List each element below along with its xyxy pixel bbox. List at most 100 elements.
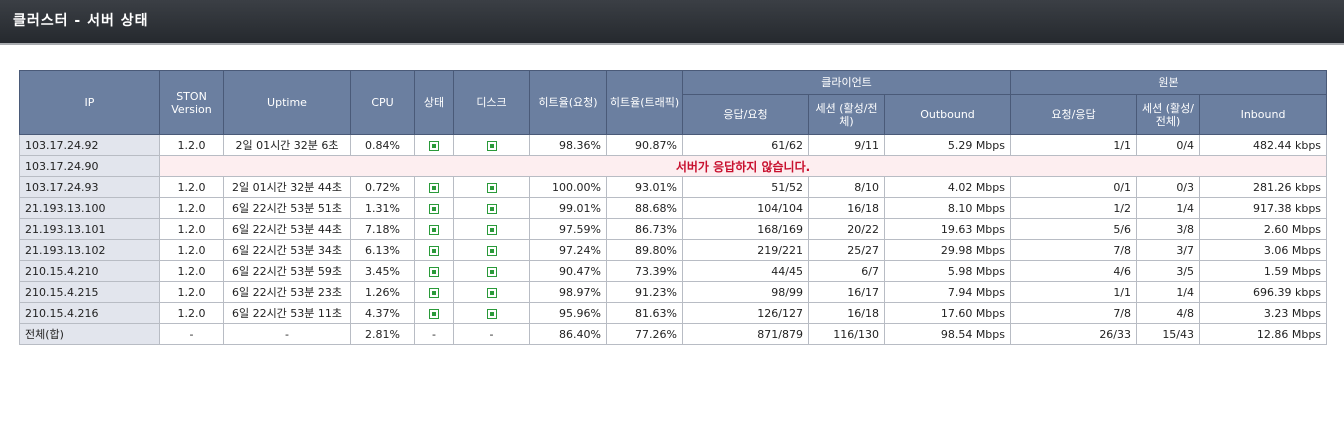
cell-hit-req: 100.00% xyxy=(529,176,607,198)
disk-ok-icon xyxy=(486,182,497,193)
cell-client-outbound: 8.10 Mbps xyxy=(883,197,1012,219)
cell-client-resp: 126/127 xyxy=(682,302,809,324)
cell-client-session: 16/18 xyxy=(808,197,885,219)
col-header-client-session: 세션 (활성/전체) xyxy=(808,94,885,135)
cell-origin-inbound: 3.06 Mbps xyxy=(1199,239,1328,261)
cell-uptime: 6일 22시간 53분 34초 xyxy=(223,239,351,261)
cell-uptime: 6일 22시간 53분 23초 xyxy=(223,281,351,303)
cell-origin-inbound: 917.38 kbps xyxy=(1199,197,1328,219)
col-header-version: STON Version xyxy=(159,70,224,135)
cell-status xyxy=(414,281,454,303)
disk-ok-icon xyxy=(486,140,497,151)
cell-hit-traffic: 81.63% xyxy=(606,302,683,324)
cell-hit-traffic: 91.23% xyxy=(606,281,683,303)
cell-version: 1.2.0 xyxy=(159,197,224,219)
cell-cpu: 3.45% xyxy=(350,260,415,282)
cell-status xyxy=(414,197,454,219)
cell-client-session: 16/18 xyxy=(808,302,885,324)
cell-cpu: 0.72% xyxy=(350,176,415,198)
cell-client-session: 6/7 xyxy=(808,260,885,282)
cell-client-outbound: 98.54 Mbps xyxy=(883,323,1012,345)
server-status-table: IP STON Version Uptime CPU 상태 디스크 히트율(요청… xyxy=(19,70,1328,345)
cell-version: 1.2.0 xyxy=(159,134,224,156)
cell-cpu: 6.13% xyxy=(350,239,415,261)
cell-version: 1.2.0 xyxy=(159,239,224,261)
cell-origin-req: 5/6 xyxy=(1010,218,1138,240)
cell-client-outbound: 5.98 Mbps xyxy=(883,260,1012,282)
cell-cpu: 1.31% xyxy=(350,197,415,219)
table-row: 210.15.4.210 1.2.0 6일 22시간 53분 59초 3.45% 90.… xyxy=(19,260,1328,282)
cell-ip: 21.193.13.101 xyxy=(19,218,160,240)
cell-hit-req: 99.01% xyxy=(529,197,607,219)
cell-origin-req: 7/8 xyxy=(1010,302,1138,324)
cell-ip: 103.17.24.92 xyxy=(19,134,160,156)
cell-ip: 210.15.4.216 xyxy=(19,302,160,324)
cell-origin-session: 4/8 xyxy=(1136,302,1201,324)
cell-uptime: 6일 22시간 53분 51초 xyxy=(223,197,351,219)
cell-disk xyxy=(453,302,530,324)
disk-ok-icon xyxy=(486,266,497,277)
cell-client-resp: 104/104 xyxy=(682,197,809,219)
cell-ip: 210.15.4.210 xyxy=(19,260,160,282)
status-ok-icon xyxy=(429,245,439,256)
col-header-ip: IP xyxy=(19,70,160,135)
col-group-origin: 원본 xyxy=(1010,70,1328,95)
cell-client-outbound: 17.60 Mbps xyxy=(883,302,1012,324)
col-group-client: 클라이언트 xyxy=(681,70,1012,95)
table-row: 210.15.4.215 1.2.0 6일 22시간 53분 23초 1.26% 98.… xyxy=(19,281,1328,303)
cell-origin-req: 1/1 xyxy=(1010,281,1138,303)
cell-origin-inbound: 3.23 Mbps xyxy=(1199,302,1328,324)
cell-client-resp: 168/169 xyxy=(682,218,809,240)
cell-ip: 103.17.24.93 xyxy=(19,176,160,198)
cell-hit-traffic: 86.73% xyxy=(606,218,683,240)
server-status-panel: IP STON Version Uptime CPU 상태 디스크 히트율(요청… xyxy=(19,70,1328,345)
cell-hit-req: 97.24% xyxy=(529,239,607,261)
status-ok-icon xyxy=(429,203,439,214)
cell-origin-session: 3/8 xyxy=(1136,218,1201,240)
table-row: 103.17.24.92 1.2.0 2일 01시간 32분 6초 0.84% 98.3… xyxy=(19,134,1328,156)
table-row: 전체(합) - -2.81% - -86.40% 77.26% 871/879 116/130… xyxy=(19,323,1328,345)
cell-origin-inbound: 281.26 kbps xyxy=(1199,176,1328,198)
cell-disk xyxy=(453,176,530,198)
cell-client-session: 16/17 xyxy=(808,281,885,303)
col-header-uptime: Uptime xyxy=(223,70,351,135)
cell-client-session: 116/130 xyxy=(808,323,885,345)
cell-origin-session: 3/5 xyxy=(1136,260,1201,282)
col-header-client-resp: 응답/요청 xyxy=(682,94,809,135)
cell-status xyxy=(414,176,454,198)
cell-client-outbound: 7.94 Mbps xyxy=(883,281,1012,303)
table-row: 210.15.4.216 1.2.0 6일 22시간 53분 11초 4.37% 95.… xyxy=(19,302,1328,324)
cell-disk xyxy=(453,260,530,282)
cell-client-session: 8/10 xyxy=(808,176,885,198)
cell-uptime: 2일 01시간 32분 44초 xyxy=(223,176,351,198)
col-header-cpu: CPU xyxy=(350,70,415,135)
page-title: 클러스터 - 서버 상태 xyxy=(0,0,1344,45)
cell-status xyxy=(414,239,454,261)
server-error-message: 서버가 응답하지 않습니다. xyxy=(158,155,1328,177)
cell-version: 1.2.0 xyxy=(159,302,224,324)
cell-ip: 21.193.13.100 xyxy=(19,197,160,219)
cell-origin-session: 3/7 xyxy=(1136,239,1201,261)
cell-client-resp: 61/62 xyxy=(682,134,809,156)
cell-cpu: 4.37% xyxy=(350,302,415,324)
cell-disk xyxy=(453,218,530,240)
col-header-disk: 디스크 xyxy=(453,70,530,135)
cell-hit-traffic: 93.01% xyxy=(606,176,683,198)
cell-client-session: 9/11 xyxy=(808,134,885,156)
table-row: 103.17.24.93 1.2.0 2일 01시간 32분 44초 0.72% 100… xyxy=(19,176,1328,198)
col-header-origin-session: 세션 (활성/전체) xyxy=(1136,94,1201,135)
cell-origin-session: 15/43 xyxy=(1136,323,1201,345)
cell-hit-traffic: 77.26% xyxy=(606,323,683,345)
cell-disk xyxy=(453,197,530,219)
cell-origin-session: 1/4 xyxy=(1136,281,1201,303)
cell-origin-session: 1/4 xyxy=(1136,197,1201,219)
col-header-origin-inbound: Inbound xyxy=(1199,94,1328,135)
cell-hit-traffic: 89.80% xyxy=(606,239,683,261)
cell-version: 1.2.0 xyxy=(159,218,224,240)
cell-uptime: 6일 22시간 53분 11초 xyxy=(223,302,351,324)
cell-ip: 103.17.24.90 xyxy=(19,155,160,177)
table-row: 21.193.13.100 1.2.0 6일 22시간 53분 51초 1.31% 99… xyxy=(19,197,1328,219)
cell-client-resp: 871/879 xyxy=(682,323,809,345)
cell-client-outbound: 29.98 Mbps xyxy=(883,239,1012,261)
cell-hit-traffic: 73.39% xyxy=(606,260,683,282)
